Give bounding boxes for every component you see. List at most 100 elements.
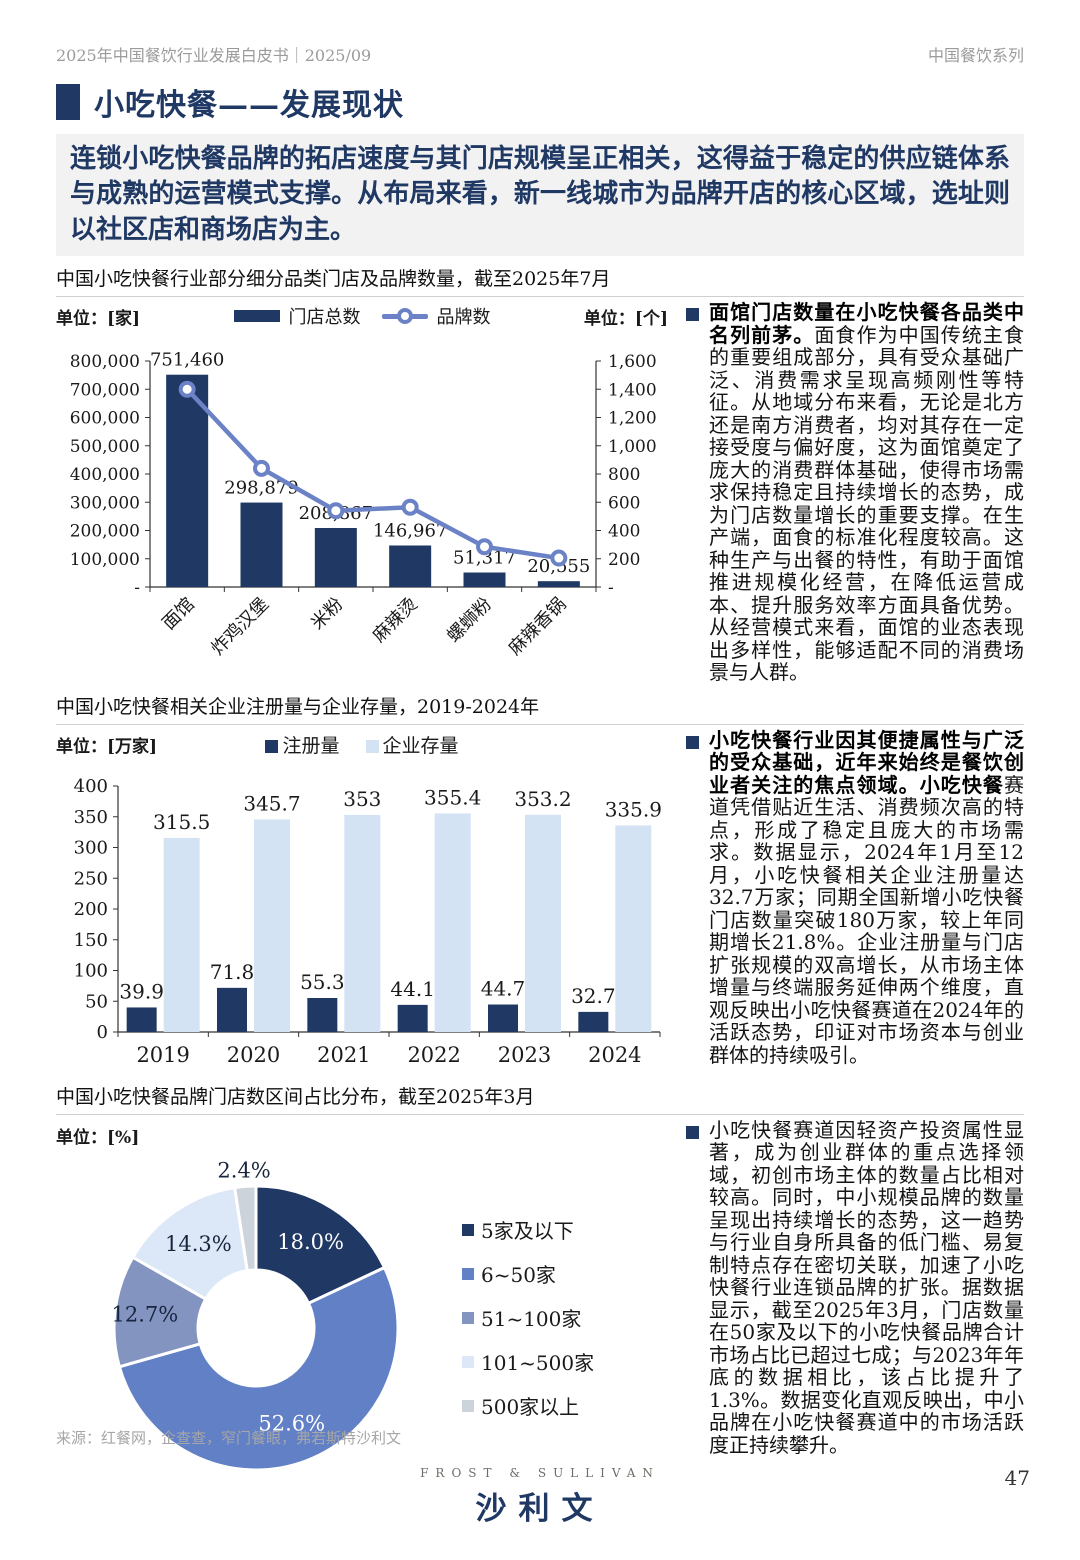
donut-legend-item: 101~500家 — [462, 1347, 594, 1376]
svg-text:146,967: 146,967 — [373, 521, 447, 542]
svg-text:-: - — [134, 578, 140, 598]
bullet-text-3: 小吃快餐赛道因轻资产投资属性显著，成为创业群体的重点选择领域，初创市场主体的数量… — [709, 1117, 1024, 1457]
page-title: 小吃快餐——发展现状 — [94, 88, 404, 123]
legend-swatch-icon — [462, 1267, 474, 1280]
section-heading: 小吃快餐——发展现状 — [56, 80, 1024, 124]
svg-text:1,600: 1,600 — [608, 352, 657, 372]
svg-text:200: 200 — [608, 550, 640, 570]
chart3-unit: 单位：[%] — [56, 1127, 140, 1148]
svg-text:2021: 2021 — [317, 1043, 370, 1067]
svg-text:32.7: 32.7 — [571, 983, 616, 1007]
bullet-square-icon — [686, 1125, 699, 1139]
svg-text:米粉: 米粉 — [307, 594, 347, 634]
chart1-legend: 门店总数 品牌数 — [140, 303, 584, 329]
svg-text:1,400: 1,400 — [608, 380, 657, 400]
svg-text:600: 600 — [608, 493, 640, 513]
title-square-icon — [56, 84, 80, 120]
svg-text:2022: 2022 — [407, 1043, 460, 1067]
donut-chart: 18.0% 52.6% 12.7% 14.3% 2.4% — [86, 1148, 432, 1488]
svg-text:800: 800 — [608, 465, 640, 485]
donut-legend-label: 6~50家 — [481, 1263, 556, 1288]
header-left-text: 2025年中国餐饮行业发展白皮书｜2025/09 — [56, 46, 372, 65]
chart2-legend: 注册量 企业存量 — [157, 731, 567, 758]
svg-text:2024: 2024 — [588, 1043, 641, 1067]
svg-text:300,000: 300,000 — [70, 493, 140, 513]
logo-latin-text: FROST & SULLIVAN — [420, 1466, 660, 1480]
chart3-area: 单位：[%] 18.0% 52.6% 12.7% 14.3% 2.4% 5家及以下 6~5… — [56, 1119, 668, 1488]
svg-text:52.6%: 52.6% — [258, 1411, 325, 1435]
svg-text:71.8: 71.8 — [210, 959, 255, 983]
chart1-area: 单位：[家] 门店总数 品牌数 单位：[个] - 100,000 200,000 30… — [56, 301, 668, 684]
svg-text:100,000: 100,000 — [70, 550, 140, 570]
svg-text:麻辣烫: 麻辣烫 — [369, 594, 422, 647]
svg-text:335.9: 335.9 — [605, 797, 662, 821]
svg-text:50: 50 — [85, 991, 108, 1012]
svg-text:400: 400 — [74, 776, 108, 797]
bullet-square-icon — [686, 308, 699, 322]
commentary-2: 小吃快餐行业因其便捷属性与广泛的受众基础，近年来始终是餐饮创业者关注的焦点领域。… — [686, 727, 1024, 1074]
donut-legend-label: 5家及以下 — [481, 1219, 574, 1244]
combo-chart: - 100,000 200,000 300,000 400,000 500,000 600,… — [56, 329, 668, 663]
combo-chart-svg: - 100,000 200,000 300,000 400,000 500,000 600,… — [70, 350, 657, 660]
donut-legend-item: 500家以上 — [462, 1391, 594, 1420]
chart1-title: 中国小吃快餐行业部分细分品类门店及品牌数量，截至2025年7月 — [56, 264, 1024, 298]
header-right-text: 中国餐饮系列 — [927, 46, 1024, 65]
svg-text:39.9: 39.9 — [119, 979, 164, 1003]
svg-text:300: 300 — [74, 837, 108, 858]
svg-text:400: 400 — [608, 522, 640, 542]
svg-text:500,000: 500,000 — [70, 437, 140, 457]
bullet-text-2: 小吃快餐行业因其便捷属性与广泛的受众基础，近年来始终是餐饮创业者关注的焦点领域。… — [709, 727, 1024, 1067]
svg-text:250: 250 — [74, 868, 108, 889]
section-registration-chart: 中国小吃快餐相关企业注册量与企业存量，2019-2024年 单位：[万家] 注册… — [56, 692, 1024, 1074]
chart2-title: 中国小吃快餐相关企业注册量与企业存量，2019-2024年 — [56, 692, 1024, 725]
chart3-title: 中国小吃快餐品牌门店数区间占比分布，截至2025年3月 — [56, 1082, 1024, 1115]
svg-text:150: 150 — [74, 929, 108, 950]
donut-legend-item: 5家及以下 — [462, 1215, 594, 1244]
svg-text:18.0%: 18.0% — [277, 1229, 344, 1253]
section-category-chart: 中国小吃快餐行业部分细分品类门店及品牌数量，截至2025年7月 单位：[家] 门… — [56, 264, 1024, 684]
line-swatch-icon — [381, 308, 428, 325]
svg-text:800,000: 800,000 — [70, 352, 140, 372]
donut-legend-label: 101~500家 — [481, 1351, 595, 1376]
svg-text:51,317: 51,317 — [453, 548, 516, 569]
svg-text:600,000: 600,000 — [70, 409, 140, 429]
donut-legend-item: 51~100家 — [462, 1303, 594, 1332]
intro-summary: 连锁小吃快餐品牌的拓店速度与其门店规模呈正相关，这得益于稳定的供应链体系与成熟的… — [56, 134, 1024, 257]
svg-text:14.3%: 14.3% — [165, 1231, 232, 1255]
legend-swatch-icon — [462, 1311, 474, 1324]
legend-label-registered: 注册量 — [265, 731, 340, 758]
svg-text:1,000: 1,000 — [608, 437, 657, 457]
svg-text:100: 100 — [74, 960, 108, 981]
svg-text:2023: 2023 — [498, 1043, 551, 1067]
donut-legend-label: 500家以上 — [481, 1395, 580, 1420]
legend-swatch-icon — [462, 1223, 474, 1236]
legend-label-brands: 品牌数 — [436, 307, 491, 329]
svg-text:298,879: 298,879 — [224, 478, 298, 499]
svg-text:353.2: 353.2 — [514, 786, 571, 810]
chart1-unit-right: 单位：[个] — [583, 308, 668, 329]
svg-text:44.7: 44.7 — [481, 976, 526, 1000]
source-note: 来源：红餐网，企查查，窄门餐眼，弗若斯特沙利文 — [56, 1429, 402, 1447]
svg-text:螺蛳粉: 螺蛳粉 — [443, 594, 496, 647]
svg-text:-: - — [608, 578, 614, 598]
frost-sullivan-logo: FROST & SULLIVAN 沙利文 — [0, 1466, 1080, 1528]
svg-text:炸鸡汉堡: 炸鸡汉堡 — [207, 594, 273, 659]
section-distribution-chart: 中国小吃快餐品牌门店数区间占比分布，截至2025年3月 单位：[%] 18.0%… — [56, 1082, 1024, 1488]
bullet-text-1: 面馆门店数量在小吃快餐各品类中名列前茅。面食作为中国传统主食的重要组成部分，具有… — [709, 300, 1025, 685]
grouped-bar-chart: 0 50 100 150 200 250 300 350 400 39.9 315.5 2019 71.… — [56, 758, 668, 1074]
svg-text:2020: 2020 — [227, 1043, 280, 1067]
page-header: 2025年中国餐饮行业发展白皮书｜2025/09 中国餐饮系列 — [56, 42, 1024, 66]
bar-swatch-icon — [233, 310, 280, 323]
grouped-bar-svg: 0 50 100 150 200 250 300 350 400 39.9 315.5 2019 71.… — [74, 776, 662, 1067]
svg-text:315.5: 315.5 — [153, 810, 210, 834]
chart2-unit: 单位：[万家] — [56, 736, 158, 757]
legend-label-stock: 企业存量 — [365, 731, 459, 758]
svg-text:350: 350 — [74, 806, 108, 827]
svg-text:2019: 2019 — [136, 1043, 189, 1067]
donut-legend-label: 51~100家 — [481, 1307, 582, 1332]
svg-text:200: 200 — [74, 899, 108, 920]
svg-text:2.4%: 2.4% — [217, 1158, 270, 1182]
svg-text:1,200: 1,200 — [608, 409, 657, 429]
legend-swatch-icon — [462, 1399, 474, 1412]
svg-text:20,555: 20,555 — [527, 556, 590, 577]
